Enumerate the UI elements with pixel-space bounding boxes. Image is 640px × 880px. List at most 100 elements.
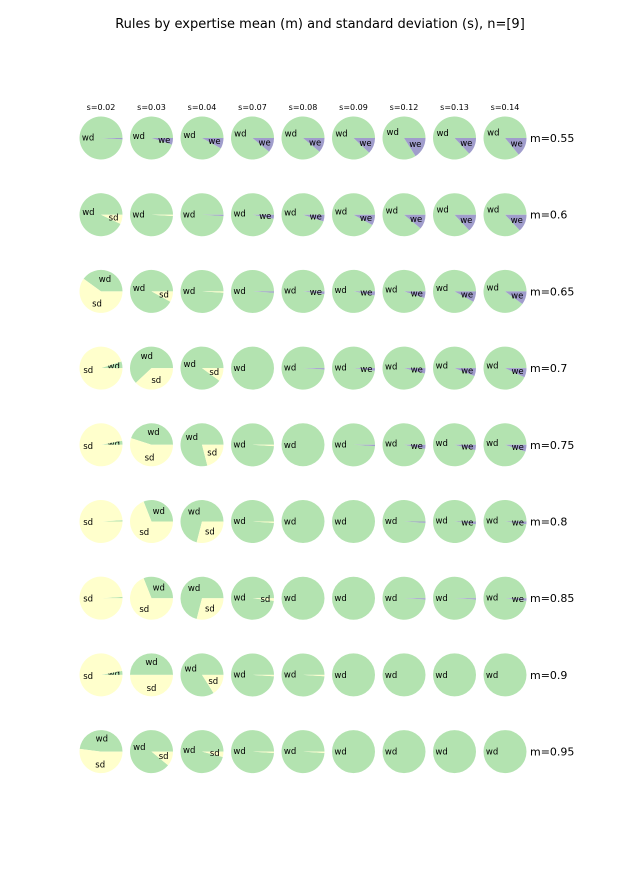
slice-label-sd: sd [145,454,155,464]
row-label: m=0.75 [530,439,574,452]
slice-label-wd: wd [435,748,447,758]
pie-m=0.85-s=0.12: wd [382,576,426,620]
slice-label-sd: sd [208,677,218,687]
pie-m=0.7-s=0.12: wd we [382,346,426,390]
slice-label-wd: wd [233,287,245,297]
slice-label-sd: sd [83,442,93,452]
slice-label-sd: sd [205,604,215,614]
pie-slice-wd [332,576,375,620]
pie-slice-wd [180,269,224,313]
slice-label-sd: sd [83,595,93,605]
pie-m=0.75-s=0.03: wd sd [130,423,173,467]
pie-m=0.75-s=0.07: wd [231,423,275,467]
pie-m=0.8-s=0.09: wd [332,500,375,543]
pie-slice-wd [433,730,476,774]
slice-label-wd: wd [233,670,245,680]
pie-slice-wd [130,269,173,313]
slice-label-sd: sd [159,752,169,762]
pie-slice-wd [382,269,426,313]
slice-label-wd: wd [82,208,94,218]
slice-label-wd: wd [132,210,144,220]
pie-slice-wd [231,576,274,620]
pie-slice-wd [231,116,274,160]
slice-label-wd: wd [486,361,498,371]
pie-slice-we [505,214,527,231]
pie-slice-wd [483,653,527,697]
pie-m=0.55-s=0.04: wd we [180,116,224,160]
pie-slice-sd [252,751,275,753]
pie-m=0.95-s=0.14: wd [483,730,527,774]
pie-m=0.65-s=0.04: wd [180,269,224,313]
pie-m=0.65-s=0.12: wd we [382,269,426,313]
pie-m=0.75-s=0.02: wd sd [79,423,123,467]
pie-slice-wd [230,193,274,237]
pie-m=0.8-s=0.03: wd sd [130,500,174,544]
pie-m=0.75-s=0.12: wd we [382,423,426,467]
slice-label-we: we [511,139,523,149]
pie-m=0.85-s=0.13: wd [433,576,477,620]
pie-slice-wd [382,653,426,697]
pie-slice-wd [281,500,325,543]
slice-label-wd: wd [108,440,120,450]
pie-slice-we [505,291,527,305]
row-label: m=0.9 [530,669,567,682]
slice-label-sd: sd [159,291,169,301]
pie-slice-wd [382,500,426,544]
slice-label-sd: sd [210,749,220,759]
slice-label-sd: sd [83,672,93,682]
slice-label-wd: wd [284,364,296,374]
pie-slice-wd [101,596,123,599]
pie-m=0.65-s=0.09: wd we [332,269,375,313]
pie-slice-wd [281,193,325,237]
pie-slice-sd [196,598,224,620]
slice-label-wd: wd [386,206,398,216]
slice-label-wd: wd [436,284,448,294]
pie-m=0.65-s=0.03: wd sd [130,269,173,313]
slice-label-wd: wd [385,285,397,295]
pie-slice-we [202,214,224,217]
pie-slice-we [454,368,476,377]
slice-label-wd: wd [233,440,245,450]
pie-slice-we [303,214,325,222]
slice-label-wd: wd [487,206,499,216]
slice-label-wd: wd [335,129,347,139]
slice-label-wd: wd [436,206,448,216]
pie-slice-wd [382,193,426,237]
pie-slice-wd [281,423,325,467]
slice-label-wd: wd [486,671,498,681]
column-label: s=0.08 [289,103,318,112]
row-label: m=0.95 [530,746,574,759]
pie-m=0.6-s=0.07: wd we [230,193,274,237]
pie-slice-we [454,138,476,154]
slice-label-wd: wd [82,134,94,144]
pie-slice-sd [130,438,173,467]
slice-label-we: we [461,367,473,377]
pie-m=0.9-s=0.09: wd [332,653,375,697]
pie-m=0.75-s=0.08: wd [281,423,325,467]
slice-label-we: we [359,139,371,149]
slice-label-wd: wd [284,209,296,219]
pie-m=0.6-s=0.09: wd we [332,193,375,237]
slice-label-wd: wd [183,746,195,756]
slice-label-we: we [511,367,523,377]
pie-m=0.6-s=0.08: wd we [281,193,325,237]
pie-slice-sd [79,576,123,620]
pie-slice-wd [281,653,325,697]
pie-slice-wd [432,116,476,160]
slice-label-we: we [460,139,472,149]
column-label: s=0.07 [238,103,267,112]
pie-slice-wd [231,500,274,544]
slice-label-wd: wd [285,130,297,140]
pie-slice-sd [202,291,224,293]
pie-slice-wd [180,423,224,467]
slice-label-sd: sd [207,449,217,459]
pie-m=0.7-s=0.03: wd sd [130,346,173,390]
slice-label-we: we [461,518,473,528]
slice-label-wd: wd [385,594,397,604]
pie-slice-wd [130,653,173,675]
slice-label-wd: wd [487,129,499,139]
slice-label-we: we [460,216,472,226]
pie-slice-wd [130,346,173,383]
